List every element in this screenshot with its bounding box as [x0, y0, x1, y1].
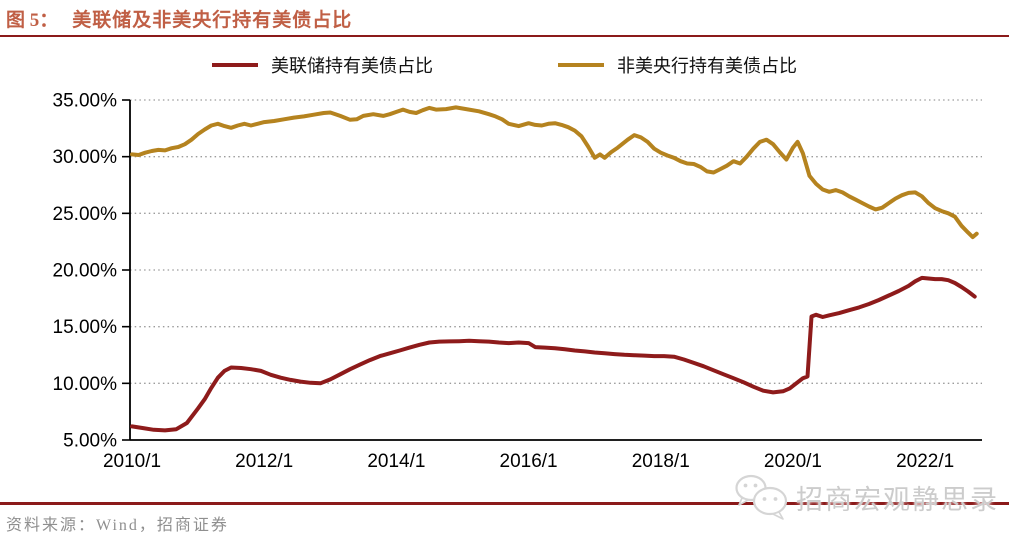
svg-text:5.00%: 5.00% [63, 431, 117, 452]
chart-legend: 美联储持有美债占比 非美央行持有美债占比 [0, 52, 1009, 78]
watermark: 招商宏观静思录 [732, 472, 999, 522]
footer-divider [0, 502, 1009, 505]
svg-text:2012/1: 2012/1 [235, 451, 293, 472]
legend-label-foreign: 非美央行持有美债占比 [617, 56, 797, 76]
legend-line-swatch-fed [212, 62, 258, 68]
svg-text:15.00%: 15.00% [53, 317, 118, 338]
svg-text:2014/1: 2014/1 [367, 451, 425, 472]
source-note: 资料来源：Wind，招商证券 [6, 517, 229, 534]
svg-text:2022/1: 2022/1 [896, 451, 954, 472]
svg-text:2018/1: 2018/1 [632, 451, 690, 472]
svg-text:20.00%: 20.00% [53, 261, 118, 282]
legend-item-fed: 美联储持有美债占比 [212, 52, 433, 78]
legend-label-fed: 美联储持有美债占比 [271, 56, 433, 76]
figure-header: 图 5： 美联储及非美央行持有美债占比 [0, 0, 1009, 37]
svg-text:2016/1: 2016/1 [500, 451, 558, 472]
figure-title: 美联储及非美央行持有美债占比 [72, 10, 353, 31]
svg-text:2010/1: 2010/1 [103, 451, 161, 472]
svg-text:30.00%: 30.00% [53, 147, 118, 168]
svg-text:35.00%: 35.00% [53, 91, 118, 112]
svg-text:10.00%: 10.00% [53, 374, 118, 395]
svg-text:2020/1: 2020/1 [764, 451, 822, 472]
wechat-icon [735, 474, 788, 520]
watermark-text: 招商宏观静思录 [796, 484, 999, 515]
legend-line-swatch-foreign [558, 62, 604, 68]
figure-number: 图 5： [6, 10, 59, 31]
svg-text:25.00%: 25.00% [53, 204, 118, 225]
legend-item-foreign: 非美央行持有美债占比 [558, 52, 797, 78]
